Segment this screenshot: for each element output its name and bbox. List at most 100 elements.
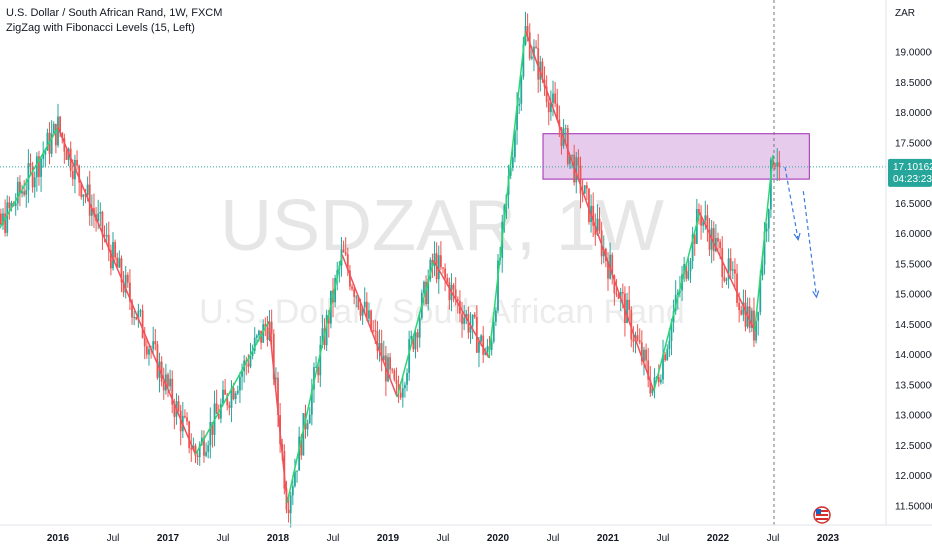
candle-body	[397, 383, 400, 393]
candle-body	[355, 296, 358, 298]
candle-body	[325, 314, 328, 346]
candle-body	[645, 349, 647, 361]
zigzag-segment	[0, 127, 59, 230]
candle-body	[116, 257, 119, 268]
candle-body	[740, 310, 743, 315]
candle-body	[31, 166, 34, 188]
candle-body	[704, 215, 707, 221]
candle-body	[619, 292, 622, 299]
candle-body	[598, 218, 601, 231]
candle-body	[560, 127, 563, 146]
candle-body	[691, 234, 694, 262]
candle-body	[497, 260, 499, 311]
symbol-title[interactable]: U.S. Dollar / South African Rand, 1W, FX…	[6, 7, 223, 19]
projection-arrow-line[interactable]	[784, 166, 799, 240]
candle-body	[141, 310, 144, 339]
candle-body	[465, 313, 468, 318]
candle-body	[767, 209, 770, 229]
projection-arrow-head	[812, 290, 820, 299]
x-tick-label: 2016	[47, 533, 70, 544]
candle-body	[395, 379, 398, 384]
candle-body	[526, 26, 529, 33]
candle-body	[46, 132, 49, 151]
candle-body	[727, 258, 730, 280]
candle-body	[731, 269, 734, 271]
candle-body	[581, 193, 584, 195]
zigzag-segment	[653, 212, 701, 392]
candle-body	[126, 275, 129, 283]
candle-body	[145, 346, 148, 355]
candle-body	[418, 318, 421, 338]
candle-body	[21, 191, 23, 194]
projection-arrow-line[interactable]	[802, 191, 818, 298]
candle-body	[33, 177, 36, 188]
candle-body	[247, 363, 250, 367]
supply-zone[interactable]	[542, 133, 810, 180]
candle-body	[666, 349, 669, 361]
candle-body	[511, 157, 514, 168]
candle-body	[547, 102, 550, 113]
candle-body	[486, 346, 489, 352]
candle-body	[753, 310, 755, 341]
candle-body	[0, 213, 2, 225]
candle-body	[264, 324, 267, 328]
candle-body	[765, 228, 768, 232]
candle-body	[38, 156, 40, 177]
candle-body	[344, 252, 347, 255]
candle-body	[778, 162, 781, 167]
us-flag-icon[interactable]	[813, 506, 831, 524]
watermark-ticker: USDZAR, 1W	[220, 186, 664, 266]
candle-body	[319, 344, 322, 376]
candle-body	[255, 335, 258, 338]
candle-body	[205, 451, 207, 456]
candle-body	[535, 46, 537, 48]
candle-body	[556, 103, 559, 120]
y-tick-label: 14.00000	[895, 350, 932, 361]
candle-body	[755, 320, 757, 341]
candle-body	[2, 213, 4, 225]
candle-body	[744, 302, 747, 327]
y-axis[interactable]: 19.0000018.5000018.0000017.5000017.00000…	[885, 0, 932, 525]
zigzag-segment	[698, 212, 756, 331]
candle-body	[571, 154, 573, 156]
candle-body	[353, 288, 356, 297]
candle-body	[86, 184, 89, 196]
candle-body	[270, 321, 273, 334]
candle-body	[376, 330, 379, 351]
watermark: USDZAR, 1W U.S. Dollar / South African R…	[199, 186, 685, 331]
projection-arrows[interactable]	[784, 166, 820, 299]
candle-body	[522, 44, 525, 77]
x-axis[interactable]: 2016 Jul 2017 Jul 2018 Jul 2019 Jul 2020 Jul 2021 J…	[0, 524, 932, 544]
candle-body	[393, 370, 396, 380]
candle-body	[296, 470, 298, 472]
x-tick-label: 2018	[267, 533, 290, 544]
candle-body	[258, 330, 260, 336]
zigzag-segment	[396, 260, 435, 398]
projection-arrow-head	[793, 232, 801, 242]
candle-body	[617, 294, 620, 299]
y-tick-label: 11.50000	[895, 502, 932, 513]
candle-body	[137, 310, 140, 320]
currency-label: ZAR	[895, 8, 915, 19]
candle-body	[162, 381, 165, 391]
candle-body	[209, 421, 212, 446]
candle-body	[583, 185, 586, 194]
candle-body	[577, 157, 580, 166]
candle-body	[575, 157, 578, 183]
candle-body	[717, 238, 719, 242]
candle-body	[133, 317, 136, 319]
candle-body	[748, 306, 751, 328]
y-tick-label: 19.00000	[895, 48, 932, 59]
candle-body	[289, 495, 292, 514]
candle-body	[71, 170, 74, 180]
y-tick-label: 12.00000	[895, 471, 932, 482]
candle-body	[613, 275, 616, 294]
candle-body	[99, 211, 102, 214]
y-tick-label: 18.50000	[895, 78, 932, 89]
indicator-title[interactable]: ZigZag with Fibonacci Levels (15, Left)	[6, 22, 195, 34]
supply-zone-rect[interactable]	[542, 133, 810, 180]
candle-body	[266, 327, 269, 341]
candle-body	[456, 299, 459, 301]
candle-body	[482, 335, 485, 355]
